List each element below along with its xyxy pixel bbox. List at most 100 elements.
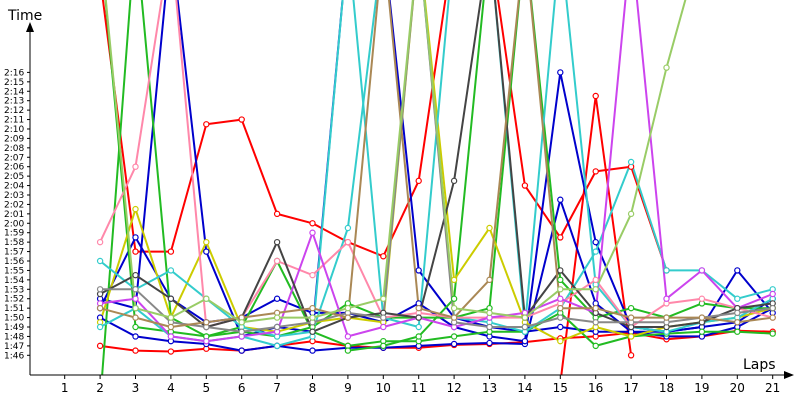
data-point: [203, 337, 210, 345]
x-tick-label: 18: [659, 381, 674, 395]
series-line: [99, 0, 774, 343]
data-point: [132, 163, 139, 170]
data-point: [734, 328, 741, 335]
data-point: [132, 295, 139, 302]
data-point: [273, 323, 281, 331]
data-point: [486, 339, 493, 347]
series-line: [99, 329, 773, 353]
data-point: [132, 205, 139, 213]
data-point: [769, 330, 776, 337]
data-point: [698, 314, 706, 321]
y-tick-label: 2:06: [4, 163, 24, 173]
data-point: [734, 295, 741, 302]
data-point: [344, 347, 352, 354]
data-point: [344, 224, 352, 232]
data-point: [167, 267, 175, 274]
data-point: [309, 328, 316, 335]
data-point: [309, 220, 316, 227]
data-point: [415, 267, 422, 274]
x-tick-label: 13: [482, 381, 497, 395]
y-tick-label: 2:04: [4, 182, 24, 192]
data-point: [132, 333, 139, 340]
data-point: [167, 323, 175, 331]
data-point: [557, 234, 564, 241]
y-tick-label: 1:49: [4, 323, 24, 333]
data-point: [557, 323, 564, 331]
y-tick-label: 1:56: [4, 257, 24, 267]
data-point: [557, 276, 564, 284]
data-point: [273, 210, 281, 218]
series-line: [99, 0, 773, 328]
data-point: [557, 286, 564, 293]
y-tick-label: 2:14: [4, 87, 24, 97]
data-point: [415, 333, 422, 340]
data-point: [273, 342, 281, 350]
y-tick-label: 1:57: [4, 248, 24, 258]
y-tick-label: 1:46: [4, 351, 24, 361]
data-point: [273, 238, 281, 246]
data-point: [380, 314, 387, 321]
x-tick-label: 16: [588, 381, 603, 395]
data-point: [238, 328, 245, 335]
y-axis-title: Time: [7, 8, 42, 24]
data-point: [627, 314, 635, 321]
y-tick-label: 1:59: [4, 229, 24, 239]
x-tick-label: 9: [344, 381, 352, 395]
data-point: [450, 304, 458, 312]
x-tick-label: 8: [309, 381, 317, 395]
data-point: [203, 295, 210, 302]
data-point: [344, 304, 352, 312]
data-point: [592, 248, 599, 255]
data-point: [238, 347, 245, 354]
x-tick-label: 12: [446, 381, 461, 395]
data-point: [167, 248, 175, 255]
series-line: [99, 0, 773, 333]
data-point: [96, 323, 104, 331]
data-point: [167, 333, 175, 340]
data-point: [450, 295, 458, 302]
data-point: [698, 295, 706, 302]
y-tick-label: 2:07: [4, 153, 24, 163]
y-tick-label: 2:08: [4, 144, 24, 154]
data-point: [521, 323, 529, 331]
data-point: [486, 276, 493, 284]
data-point: [132, 234, 139, 241]
x-tick-label: 5: [202, 381, 210, 395]
x-tick-label: 11: [411, 381, 426, 395]
data-point: [273, 257, 281, 265]
data-point: [521, 337, 529, 345]
data-point: [557, 304, 564, 312]
data-point: [627, 333, 635, 340]
data-point: [167, 314, 175, 321]
data-point: [450, 314, 458, 321]
data-point: [592, 168, 599, 175]
data-point: [96, 286, 104, 293]
x-tick-label: 3: [132, 381, 140, 395]
y-tick-label: 1:52: [4, 295, 24, 305]
y-tick-label: 1:51: [4, 304, 24, 314]
data-point: [203, 238, 210, 246]
y-tick-label: 2:02: [4, 200, 24, 210]
y-tick-label: 2:10: [4, 125, 24, 135]
data-point: [592, 342, 599, 350]
y-tick-label: 1:55: [4, 266, 24, 276]
data-point: [238, 319, 245, 326]
data-point: [132, 271, 139, 279]
data-point: [203, 121, 210, 128]
x-tick-label: 20: [730, 381, 745, 395]
data-point: [450, 276, 458, 284]
data-point: [663, 64, 670, 71]
data-point: [592, 319, 599, 326]
data-point: [521, 182, 529, 189]
data-point: [486, 309, 493, 317]
y-tick-label: 1:50: [4, 314, 24, 324]
series-layer: [96, 0, 776, 375]
data-point: [663, 267, 670, 274]
data-point: [380, 323, 387, 331]
data-point: [203, 248, 210, 255]
data-point: [698, 328, 706, 335]
data-point: [415, 314, 422, 321]
y-tick-label: 2:15: [4, 78, 24, 88]
x-tick-label: 15: [553, 381, 568, 395]
